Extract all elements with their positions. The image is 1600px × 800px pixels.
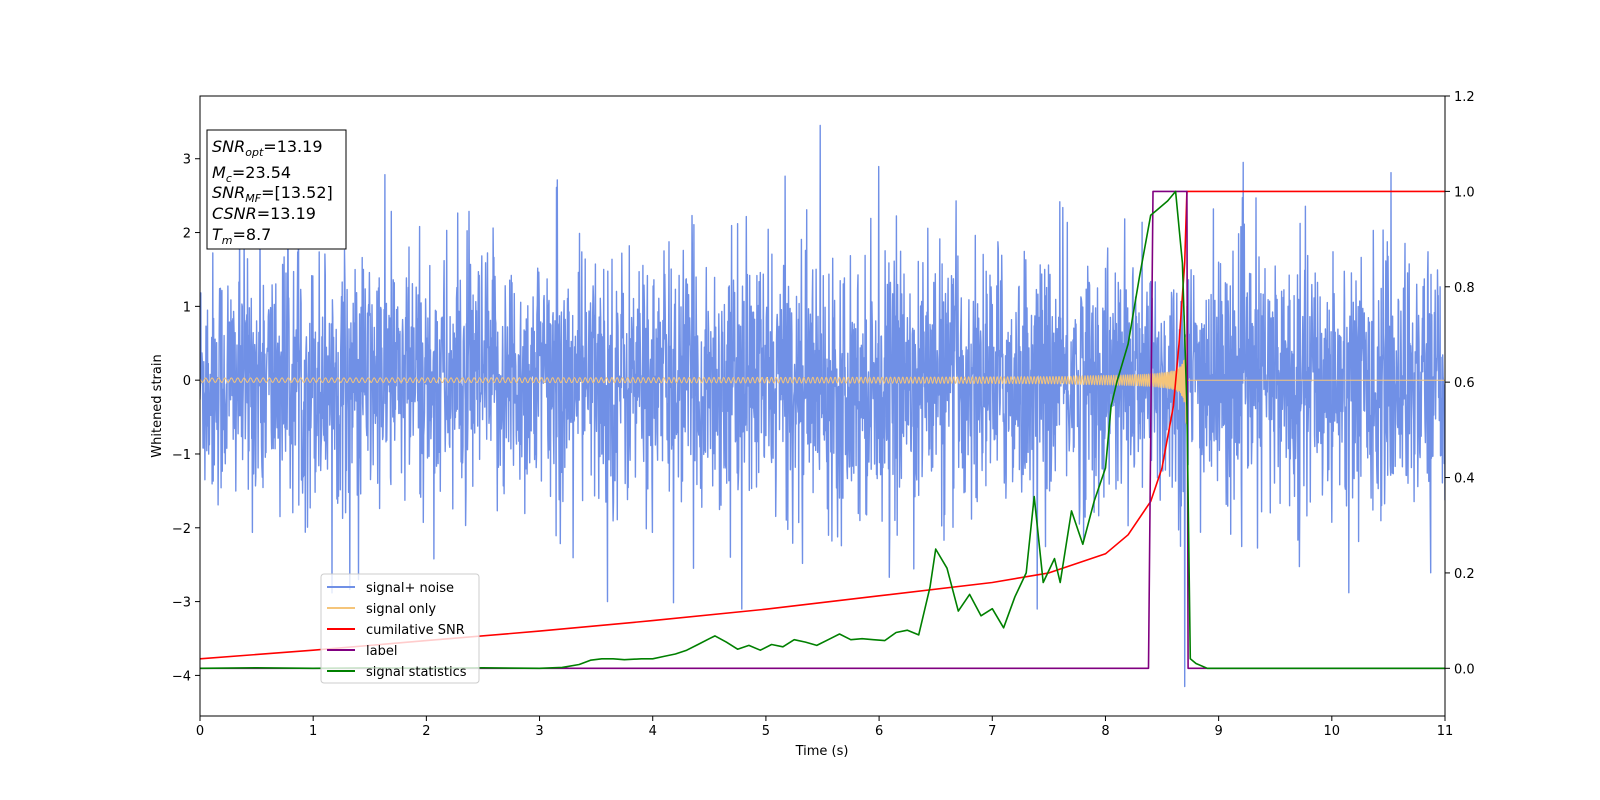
x-tick-label: 5 [762,724,770,739]
y-left-tick-label: −2 [172,522,191,537]
legend-label-cumilative-snr: cumilative SNR [366,623,465,638]
x-tick-label: 2 [422,724,430,739]
info-snr-mf: SNRMF=[13.52] [212,183,333,205]
y-left-tick-label: 3 [183,153,191,168]
series-line-label [200,190,1445,670]
plot-frame [199,95,1446,717]
y-left-tick-label: 0 [183,374,191,389]
x-tick-label: 3 [535,724,543,739]
y-left-tick-label: 1 [183,300,191,315]
x-tick-label: 9 [1214,724,1222,739]
legend-items: signal+ noise signal only cumilative SNR la… [327,581,467,680]
y-right-tick-label: 0.8 [1454,281,1475,296]
x-tick-label: 6 [875,724,883,739]
x-tick-label: 11 [1437,724,1454,739]
x-tick-label: 7 [988,724,996,739]
info-box-frame [206,129,347,250]
info-snr-opt: SNRopt=13.19 [212,137,323,159]
legend-frame [320,573,480,684]
y-left-tick-label: 2 [183,227,191,242]
x-axis-label: Time (s) [795,744,849,759]
y-left-tick-label: −4 [172,669,191,684]
info-chirp-mass: Mc=23.54 [212,163,291,185]
legend-label-signal-noise: signal+ noise [366,581,454,596]
y-right-tick-label: 0.0 [1454,662,1475,677]
y-right-tick-label: 1.0 [1454,185,1475,200]
x-tick-label: 1 [309,724,317,739]
x-tick-label: 4 [649,724,657,739]
legend-label-signal-statistics: signal statistics [366,665,467,680]
info-box: SNRopt=13.19 Mc=23.54 SNRMF=[13.52] CSNR… [206,129,347,250]
series-layer [200,124,1445,688]
y-left-tick-label: −1 [172,448,191,463]
axes-layer: 0 1 2 3 4 5 6 7 8 9 10 11 −4 −3 −2 −1 0 1 2 3 0.0 0.2 0.4 0.6 0.… [172,90,1475,739]
x-tick-label: 0 [196,724,204,739]
series-line-signal-statistics [200,190,1445,670]
info-merger-time: Tm=8.7 [212,225,271,247]
info-csnr: CSNR=13.19 [212,204,316,223]
x-tick-label: 8 [1101,724,1109,739]
series-line-signal-only [200,305,1445,425]
y-right-tick-label: 1.2 [1454,90,1475,105]
x-tick-label: 10 [1324,724,1341,739]
y-axis-label-left: Whitened strain [150,354,165,457]
y-right-tick-label: 0.2 [1454,567,1475,582]
y-right-tick-label: 0.6 [1454,376,1475,391]
y-right-tick-label: 0.4 [1454,472,1475,487]
series-line-signal-noise [200,124,1445,688]
legend-label-label: label [366,644,397,659]
series-line-cumilative-snr [200,190,1445,660]
legend: signal+ noise signal only cumilative SNR la… [320,573,480,684]
y-left-tick-label: −3 [172,596,191,611]
legend-label-signal-only: signal only [366,602,436,617]
